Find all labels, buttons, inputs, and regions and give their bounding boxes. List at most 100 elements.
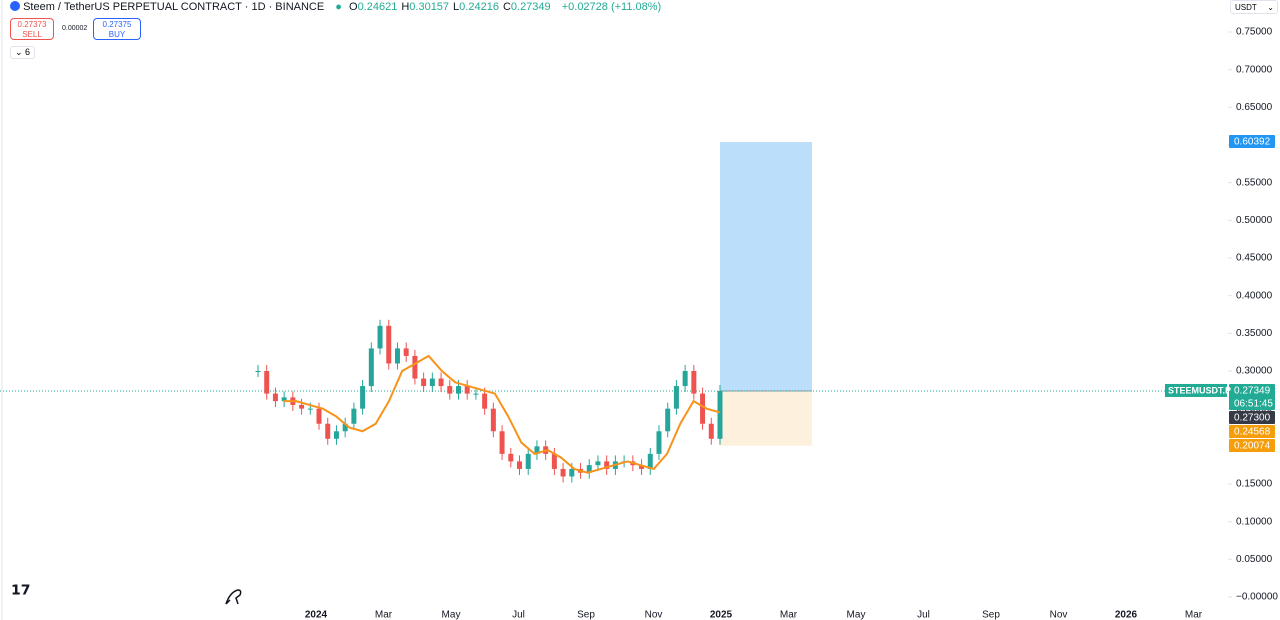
price-label-bg xyxy=(1229,135,1275,149)
candle xyxy=(281,397,287,402)
ohlc-key: H xyxy=(401,1,410,13)
candle xyxy=(708,423,714,439)
candle xyxy=(255,371,261,372)
price-label: 0.27300 xyxy=(1234,413,1271,424)
status-dot: ● xyxy=(335,1,342,13)
indicators-count: 6 xyxy=(25,47,31,57)
symbol[interactable]: Steem / TetherUS PERPETUAL CONTRACT · 1D… xyxy=(23,1,325,13)
y-tick-label: 0.45000 xyxy=(1236,253,1273,264)
ohlc-key: C xyxy=(502,1,511,13)
x-tick-label: 2026 xyxy=(1115,610,1138,620)
buy-label: BUY xyxy=(108,30,126,39)
candle xyxy=(665,408,671,432)
candle xyxy=(421,378,427,387)
candle xyxy=(455,386,461,394)
y-tick-label: 0.40000 xyxy=(1236,290,1273,301)
price-label: 0.27349 xyxy=(1234,386,1271,397)
candle xyxy=(333,431,339,439)
candle xyxy=(438,378,444,387)
x-tick-label: Jul xyxy=(512,610,525,620)
buy-button[interactable]: 0.27375 BUY xyxy=(93,18,141,40)
ohlc-value: 0.24621 xyxy=(357,1,398,13)
candle xyxy=(586,465,592,473)
symbol-icon xyxy=(10,1,20,11)
candle xyxy=(264,371,270,394)
symbol-tag-bg xyxy=(1165,383,1227,397)
buy-price: 0.27375 xyxy=(102,20,132,29)
replay-icon[interactable] xyxy=(225,589,242,605)
candle xyxy=(403,348,409,356)
price-label-bg xyxy=(1229,424,1275,438)
price-label-bg xyxy=(1229,383,1275,410)
sell-label: SELL xyxy=(22,30,42,39)
y-tick-label: 0.65000 xyxy=(1236,102,1273,113)
candle xyxy=(342,423,348,432)
y-tick-label: 0.15000 xyxy=(1236,479,1273,490)
candle xyxy=(299,404,305,409)
candle xyxy=(325,423,331,439)
candle xyxy=(490,408,496,432)
x-tick-label: Mar xyxy=(375,610,393,620)
header: Steem / TetherUS PERPETUAL CONTRACT · 1D… xyxy=(10,1,661,13)
x-tick-label: 2024 xyxy=(305,610,328,620)
x-tick-label: May xyxy=(847,610,866,620)
candle xyxy=(717,390,723,439)
x-tick-label: Mar xyxy=(780,610,798,620)
tv-logo: 𝟭𝟳 xyxy=(11,582,30,598)
candle xyxy=(560,468,566,477)
candle xyxy=(429,378,435,387)
candle xyxy=(569,468,575,477)
candle xyxy=(525,453,531,469)
candle xyxy=(673,386,679,409)
x-tick-label: Jul xyxy=(917,610,930,620)
candle xyxy=(595,461,601,466)
candle xyxy=(368,348,374,387)
candle xyxy=(394,348,400,364)
y-tick-label: 0.55000 xyxy=(1236,177,1273,188)
candle xyxy=(499,431,505,454)
x-tick-label: Mar xyxy=(1185,610,1203,620)
candle xyxy=(647,453,653,469)
sell-button[interactable]: 0.27373 SELL xyxy=(10,18,54,40)
candle xyxy=(386,325,392,364)
candle xyxy=(508,453,514,462)
loss-zone xyxy=(720,390,812,446)
currency: USDT xyxy=(1235,3,1257,12)
candle xyxy=(412,355,418,379)
candle xyxy=(447,386,453,394)
ohlc-value: 0.30157 xyxy=(409,1,450,13)
x-tick-label: Sep xyxy=(577,610,595,620)
candle xyxy=(656,431,662,454)
x-tick-label: May xyxy=(442,610,461,620)
x-tick-label: Sep xyxy=(982,610,1000,620)
profit-zone xyxy=(720,142,812,391)
x-tick-label: Nov xyxy=(1050,610,1068,620)
candle xyxy=(604,461,610,469)
candle xyxy=(307,408,313,410)
y-tick-label: 0.70000 xyxy=(1236,64,1273,75)
change: +0.02728 (+11.08%) xyxy=(561,1,662,13)
candle xyxy=(700,393,706,424)
moving-average xyxy=(283,354,721,474)
x-tick-label: Nov xyxy=(645,610,663,620)
ohlc-key: O xyxy=(349,1,358,13)
candle xyxy=(691,371,697,394)
indicators-toggle[interactable]: ⌄ 6 xyxy=(10,46,36,59)
candle xyxy=(682,371,688,387)
price-label: 0.20074 xyxy=(1234,441,1271,452)
ohlc: O0.24621 H0.30157 L0.24216 C0.27349 xyxy=(349,1,555,13)
y-tick-label: 0.75000 xyxy=(1236,27,1273,38)
price-label-bg xyxy=(1229,410,1275,424)
symbol-tag: STEEMUSDT.P xyxy=(1168,385,1231,395)
currency-select[interactable]: USDT ⌄ xyxy=(1230,0,1278,14)
y-tick-label: −0.00000 xyxy=(1236,592,1278,603)
y-tick-label: 0.35000 xyxy=(1236,328,1273,339)
ohlc-value: 0.27349 xyxy=(510,1,551,13)
y-tick-label: 0.30000 xyxy=(1236,366,1273,377)
candle xyxy=(351,408,357,424)
y-tick-label: 0.50000 xyxy=(1236,215,1273,226)
candle xyxy=(551,453,557,469)
y-tick-label: 0.05000 xyxy=(1236,554,1273,565)
